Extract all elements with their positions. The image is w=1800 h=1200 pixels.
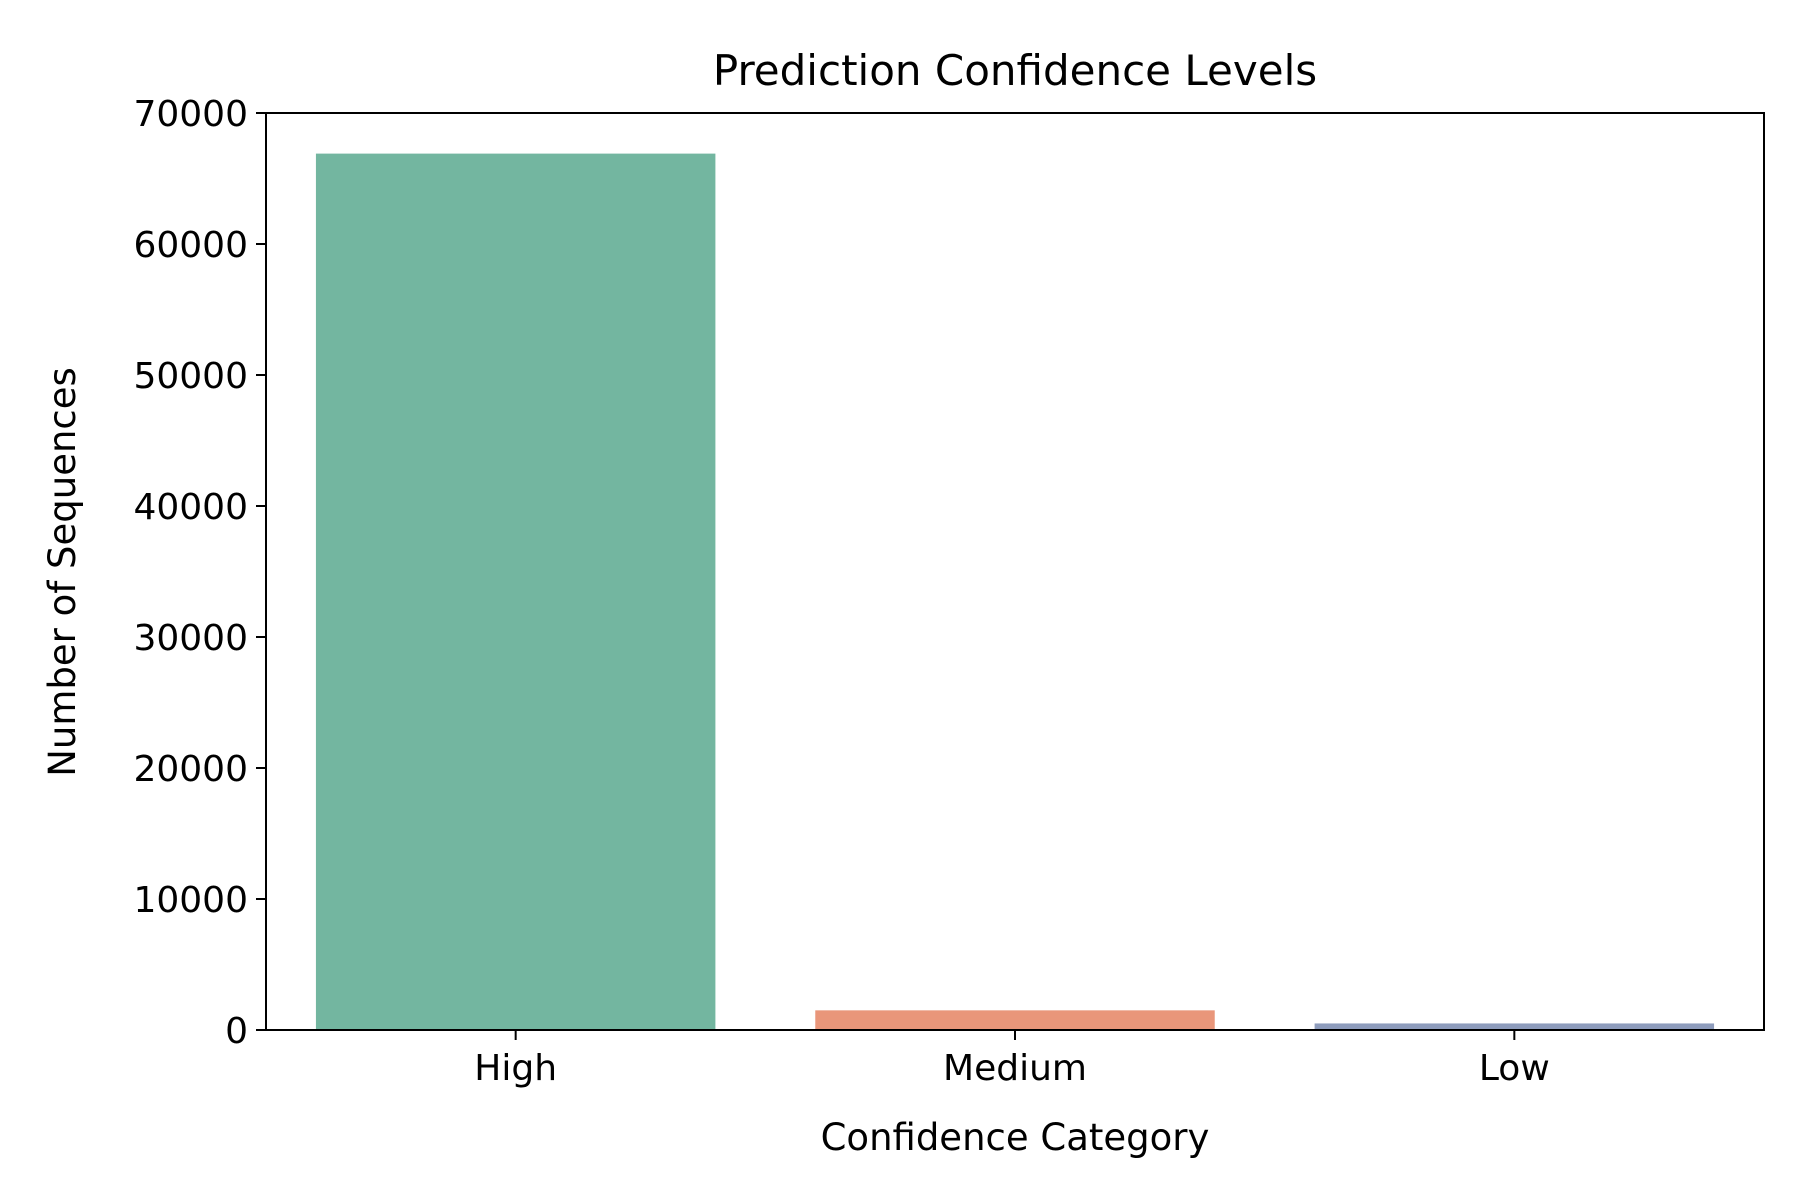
bar-medium (815, 1010, 1215, 1030)
x-tick-label: High (474, 1048, 557, 1089)
x-axis-ticks: High Medium Low (474, 1030, 1550, 1089)
x-tick-label: Low (1479, 1048, 1550, 1089)
y-tick-label: 0 (225, 1011, 248, 1052)
y-tick-label: 70000 (133, 94, 248, 135)
x-axis-label: Confidence Category (821, 1116, 1210, 1159)
plot-frame (265, 112, 1765, 1031)
y-tick-label: 10000 (133, 880, 248, 921)
y-axis-ticks: 0 10000 20000 30000 40000 50000 60000 70000 (133, 94, 266, 1052)
y-tick-label: 40000 (133, 487, 248, 528)
bars-group (315, 153, 1715, 1031)
x-tick-label: Medium (943, 1048, 1087, 1089)
y-tick-label: 20000 (133, 749, 248, 790)
bar-high (315, 153, 716, 1031)
y-tick-label: 50000 (133, 356, 248, 397)
y-tick-label: 30000 (133, 618, 248, 659)
y-axis-label: Number of Sequences (41, 367, 84, 777)
chart-title: Prediction Confidence Levels (713, 46, 1317, 95)
bar-low (1314, 1023, 1715, 1030)
y-tick-label: 60000 (133, 225, 248, 266)
